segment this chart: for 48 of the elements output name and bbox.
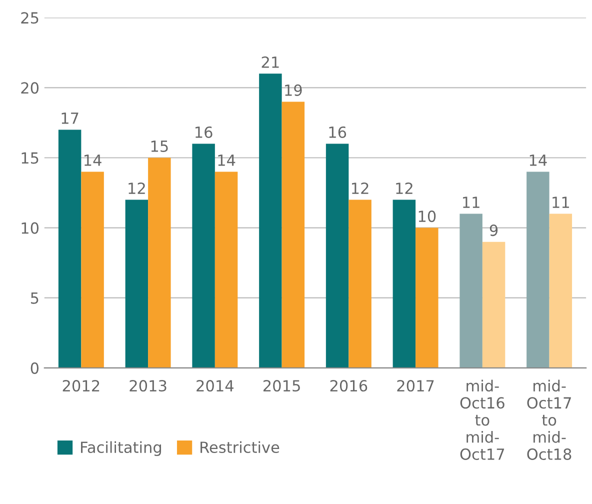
bar xyxy=(526,172,550,368)
x-tick-label: 2016 xyxy=(330,380,368,392)
data-label: 16 xyxy=(196,126,212,138)
x-tick-label: 2017 xyxy=(397,380,434,392)
data-label: 14 xyxy=(84,154,102,166)
data-label: 11 xyxy=(552,196,569,208)
data-label: 21 xyxy=(262,56,279,68)
data-label: 9 xyxy=(490,224,498,236)
y-tick-label: 10 xyxy=(22,222,39,234)
bar xyxy=(348,200,372,368)
data-label: 16 xyxy=(329,126,346,138)
x-tick-label: 2014 xyxy=(196,380,234,392)
y-tick-label: 20 xyxy=(21,82,39,94)
data-label: 19 xyxy=(285,84,302,96)
x-tick-label: mid- Oct16 to mid- Oct17 xyxy=(460,380,504,460)
bar xyxy=(549,214,572,368)
y-tick-label: 15 xyxy=(22,152,38,164)
bar xyxy=(482,242,506,368)
bar xyxy=(326,144,349,368)
y-tick-label: 5 xyxy=(31,292,38,304)
bar xyxy=(148,158,171,368)
y-tick-label: 25 xyxy=(21,12,38,24)
data-label: 14 xyxy=(218,154,236,166)
x-tick-label: mid- Oct17 to mid- Oct18 xyxy=(527,380,572,460)
x-tick-label: 2012 xyxy=(62,380,100,392)
data-label: 15 xyxy=(151,140,168,152)
bar xyxy=(392,200,416,368)
bar xyxy=(460,214,482,368)
data-label: 12 xyxy=(396,182,412,194)
data-label: 11 xyxy=(463,196,480,208)
data-label: 17 xyxy=(62,112,78,124)
legend-label: Restrictive xyxy=(200,441,280,454)
data-label: 14 xyxy=(530,154,547,166)
x-tick-label: 2013 xyxy=(130,380,166,392)
data-label: 10 xyxy=(418,210,436,222)
bar xyxy=(125,200,148,368)
data-label: 12 xyxy=(128,182,145,194)
bar xyxy=(192,144,215,368)
bar xyxy=(81,172,104,368)
legend-label: Facilitating xyxy=(81,441,162,456)
bar xyxy=(259,74,282,368)
bar xyxy=(58,130,82,368)
x-tick-label: 2015 xyxy=(263,380,300,392)
y-tick-label: 0 xyxy=(30,362,39,374)
bar xyxy=(282,102,305,368)
bar xyxy=(214,172,238,368)
data-label: 12 xyxy=(352,182,368,194)
bar xyxy=(416,228,438,368)
